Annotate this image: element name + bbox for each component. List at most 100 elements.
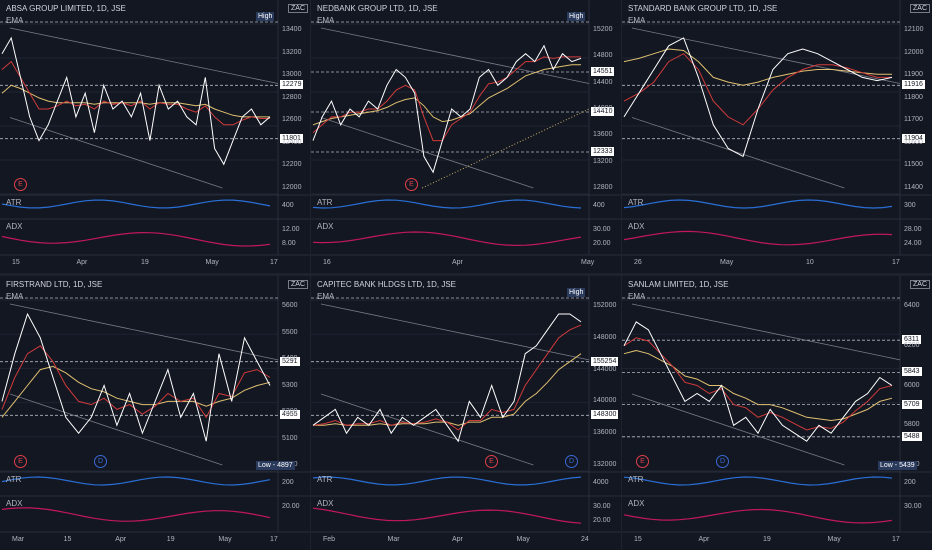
chart-title[interactable]: FIRSTRAND LTD, 1D, JSE <box>6 280 103 289</box>
price-chart-svg <box>622 276 932 533</box>
earnings-event-icon[interactable]: E <box>636 455 649 468</box>
adx-indicator-label[interactable]: ADX <box>6 499 23 508</box>
chart-panel-firstrand[interactable]: 5291 4955 FIRSTRAND LTD, 1D, JSE EMA ATR ADX Z… <box>0 276 310 550</box>
trend-line[interactable] <box>320 117 534 189</box>
atr-axis-tick: 400 <box>593 202 605 209</box>
trend-line[interactable] <box>320 303 590 361</box>
adx-indicator-label[interactable]: ADX <box>6 222 23 231</box>
price-axis-tick: 11500 <box>904 161 923 169</box>
price-level-tag: 6311 <box>902 335 922 345</box>
chart-panel-capitec[interactable]: 155254 148300 CAPITEC BANK HLDGS LTD, 1D, … <box>311 276 621 550</box>
trend-line[interactable] <box>631 27 901 84</box>
trend-line[interactable] <box>631 393 845 466</box>
price-level-tag: 4955 <box>280 410 300 420</box>
ema-slow-line <box>623 48 892 86</box>
price-axis-tick: 12000 <box>282 184 302 191</box>
earnings-event-icon[interactable]: E <box>485 455 498 468</box>
dividend-event-icon[interactable]: D <box>565 455 578 468</box>
atr-indicator-label[interactable]: ATR <box>6 198 22 207</box>
atr-indicator-label[interactable]: ATR <box>6 475 22 484</box>
ema-indicator-label[interactable]: EMA <box>6 292 24 301</box>
currency-badge: ZAC <box>910 4 930 13</box>
price-line <box>623 37 893 158</box>
trend-line[interactable] <box>9 303 279 361</box>
adx-axis-tick: 8.00 <box>282 240 296 247</box>
atr-line <box>1 476 271 486</box>
ema-indicator-label[interactable]: EMA <box>628 292 646 301</box>
price-axis-tick: 144000 <box>593 365 617 373</box>
ema-indicator-label[interactable]: EMA <box>317 16 335 25</box>
price-axis-tick: 12000 <box>904 48 924 56</box>
chart-title[interactable]: CAPITEC BANK HLDGS LTD, 1D, JSE <box>317 280 456 289</box>
chart-panel-standard[interactable]: 11916 11904 STANDARD BANK GROUP LTD, 1D, J… <box>622 0 932 273</box>
earnings-event-icon[interactable]: E <box>14 455 27 468</box>
chart-panel-absa[interactable]: 12279 11801 ABSA GROUP LIMITED, 1D, JSE EMA… <box>0 0 310 273</box>
price-chart-svg <box>0 0 310 256</box>
trend-line[interactable] <box>320 393 534 466</box>
atr-axis-tick: 300 <box>904 202 916 209</box>
atr-indicator-label[interactable]: ATR <box>317 198 333 207</box>
dividend-event-icon[interactable]: D <box>716 455 729 468</box>
price-axis-tick: 12200 <box>282 161 302 169</box>
atr-indicator-label[interactable]: ATR <box>628 198 644 207</box>
chart-panel-sanlam[interactable]: 6311 5843 5709 5488 SANLAM LIMITED, 1D, JSE E… <box>622 276 932 550</box>
trend-line[interactable] <box>631 117 845 189</box>
price-line <box>1 36 271 166</box>
price-axis-tick: 11600 <box>904 138 923 146</box>
atr-indicator-label[interactable]: ATR <box>317 475 333 484</box>
ema-slow-line <box>623 349 893 422</box>
time-axis-tick: 17 <box>892 259 900 266</box>
price-axis-tick: 6000 <box>904 381 920 389</box>
price-level-tag: 148300 <box>591 410 619 420</box>
ema-fast-line <box>623 53 892 126</box>
hilo-badge: High <box>567 12 586 21</box>
earnings-event-icon[interactable]: E <box>405 178 418 191</box>
trend-line[interactable] <box>9 27 279 84</box>
price-axis-tick: 13200 <box>282 48 302 56</box>
trend-line[interactable] <box>320 27 590 84</box>
trend-line[interactable] <box>9 117 223 189</box>
price-axis-tick: 11700 <box>904 116 923 124</box>
time-axis-tick: 15 <box>634 536 642 543</box>
time-axis-tick: 26 <box>634 259 642 266</box>
atr-line <box>312 199 582 209</box>
price-axis-tick: 11800 <box>904 93 923 101</box>
ema-indicator-label[interactable]: EMA <box>317 292 335 301</box>
chart-title[interactable]: NEDBANK GROUP LTD, 1D, JSE <box>317 4 438 13</box>
ema-indicator-label[interactable]: EMA <box>628 16 646 25</box>
hilo-value: 5439 <box>899 462 915 469</box>
time-axis-tick: 19 <box>141 259 149 266</box>
price-chart-svg <box>0 276 310 533</box>
atr-axis-tick: 200 <box>282 479 294 486</box>
dotted-trend-line[interactable] <box>421 108 590 189</box>
time-axis-tick: 17 <box>892 536 900 543</box>
earnings-event-icon[interactable]: E <box>14 178 27 191</box>
adx-indicator-label[interactable]: ADX <box>317 499 334 508</box>
trend-line[interactable] <box>631 303 901 361</box>
chart-title[interactable]: STANDARD BANK GROUP LTD, 1D, JSE <box>628 4 778 13</box>
chart-panel-nedbank[interactable]: 14551 14410 12333 NEDBANK GROUP LTD, 1D, JS… <box>311 0 621 273</box>
hilo-label: High <box>258 13 273 20</box>
ema-slow-line <box>313 353 582 426</box>
time-axis-tick: May <box>827 536 841 543</box>
price-level-tag: 155254 <box>591 356 619 366</box>
adx-line <box>623 230 893 246</box>
adx-indicator-label[interactable]: ADX <box>628 499 645 508</box>
ema-indicator-label[interactable]: EMA <box>6 16 24 25</box>
chart-title[interactable]: SANLAM LIMITED, 1D, JSE <box>628 280 729 289</box>
time-axis-tick: 15 <box>63 536 72 543</box>
price-level-tag: 14551 <box>591 67 615 76</box>
adx-line <box>312 507 582 524</box>
adx-indicator-label[interactable]: ADX <box>628 222 645 231</box>
adx-indicator-label[interactable]: ADX <box>317 222 334 231</box>
time-axis-tick: Apr <box>76 259 88 266</box>
price-axis-tick: 5600 <box>282 302 298 309</box>
trend-line[interactable] <box>9 393 223 466</box>
price-level-tag: 11916 <box>902 80 925 90</box>
price-axis-tick: 140000 <box>593 397 617 405</box>
atr-indicator-label[interactable]: ATR <box>628 475 644 484</box>
dividend-event-icon[interactable]: D <box>94 455 107 468</box>
chart-title[interactable]: ABSA GROUP LIMITED, 1D, JSE <box>6 4 126 13</box>
price-axis-tick: 11400 <box>904 184 923 191</box>
hilo-badge: Low - 5439 <box>878 461 917 470</box>
